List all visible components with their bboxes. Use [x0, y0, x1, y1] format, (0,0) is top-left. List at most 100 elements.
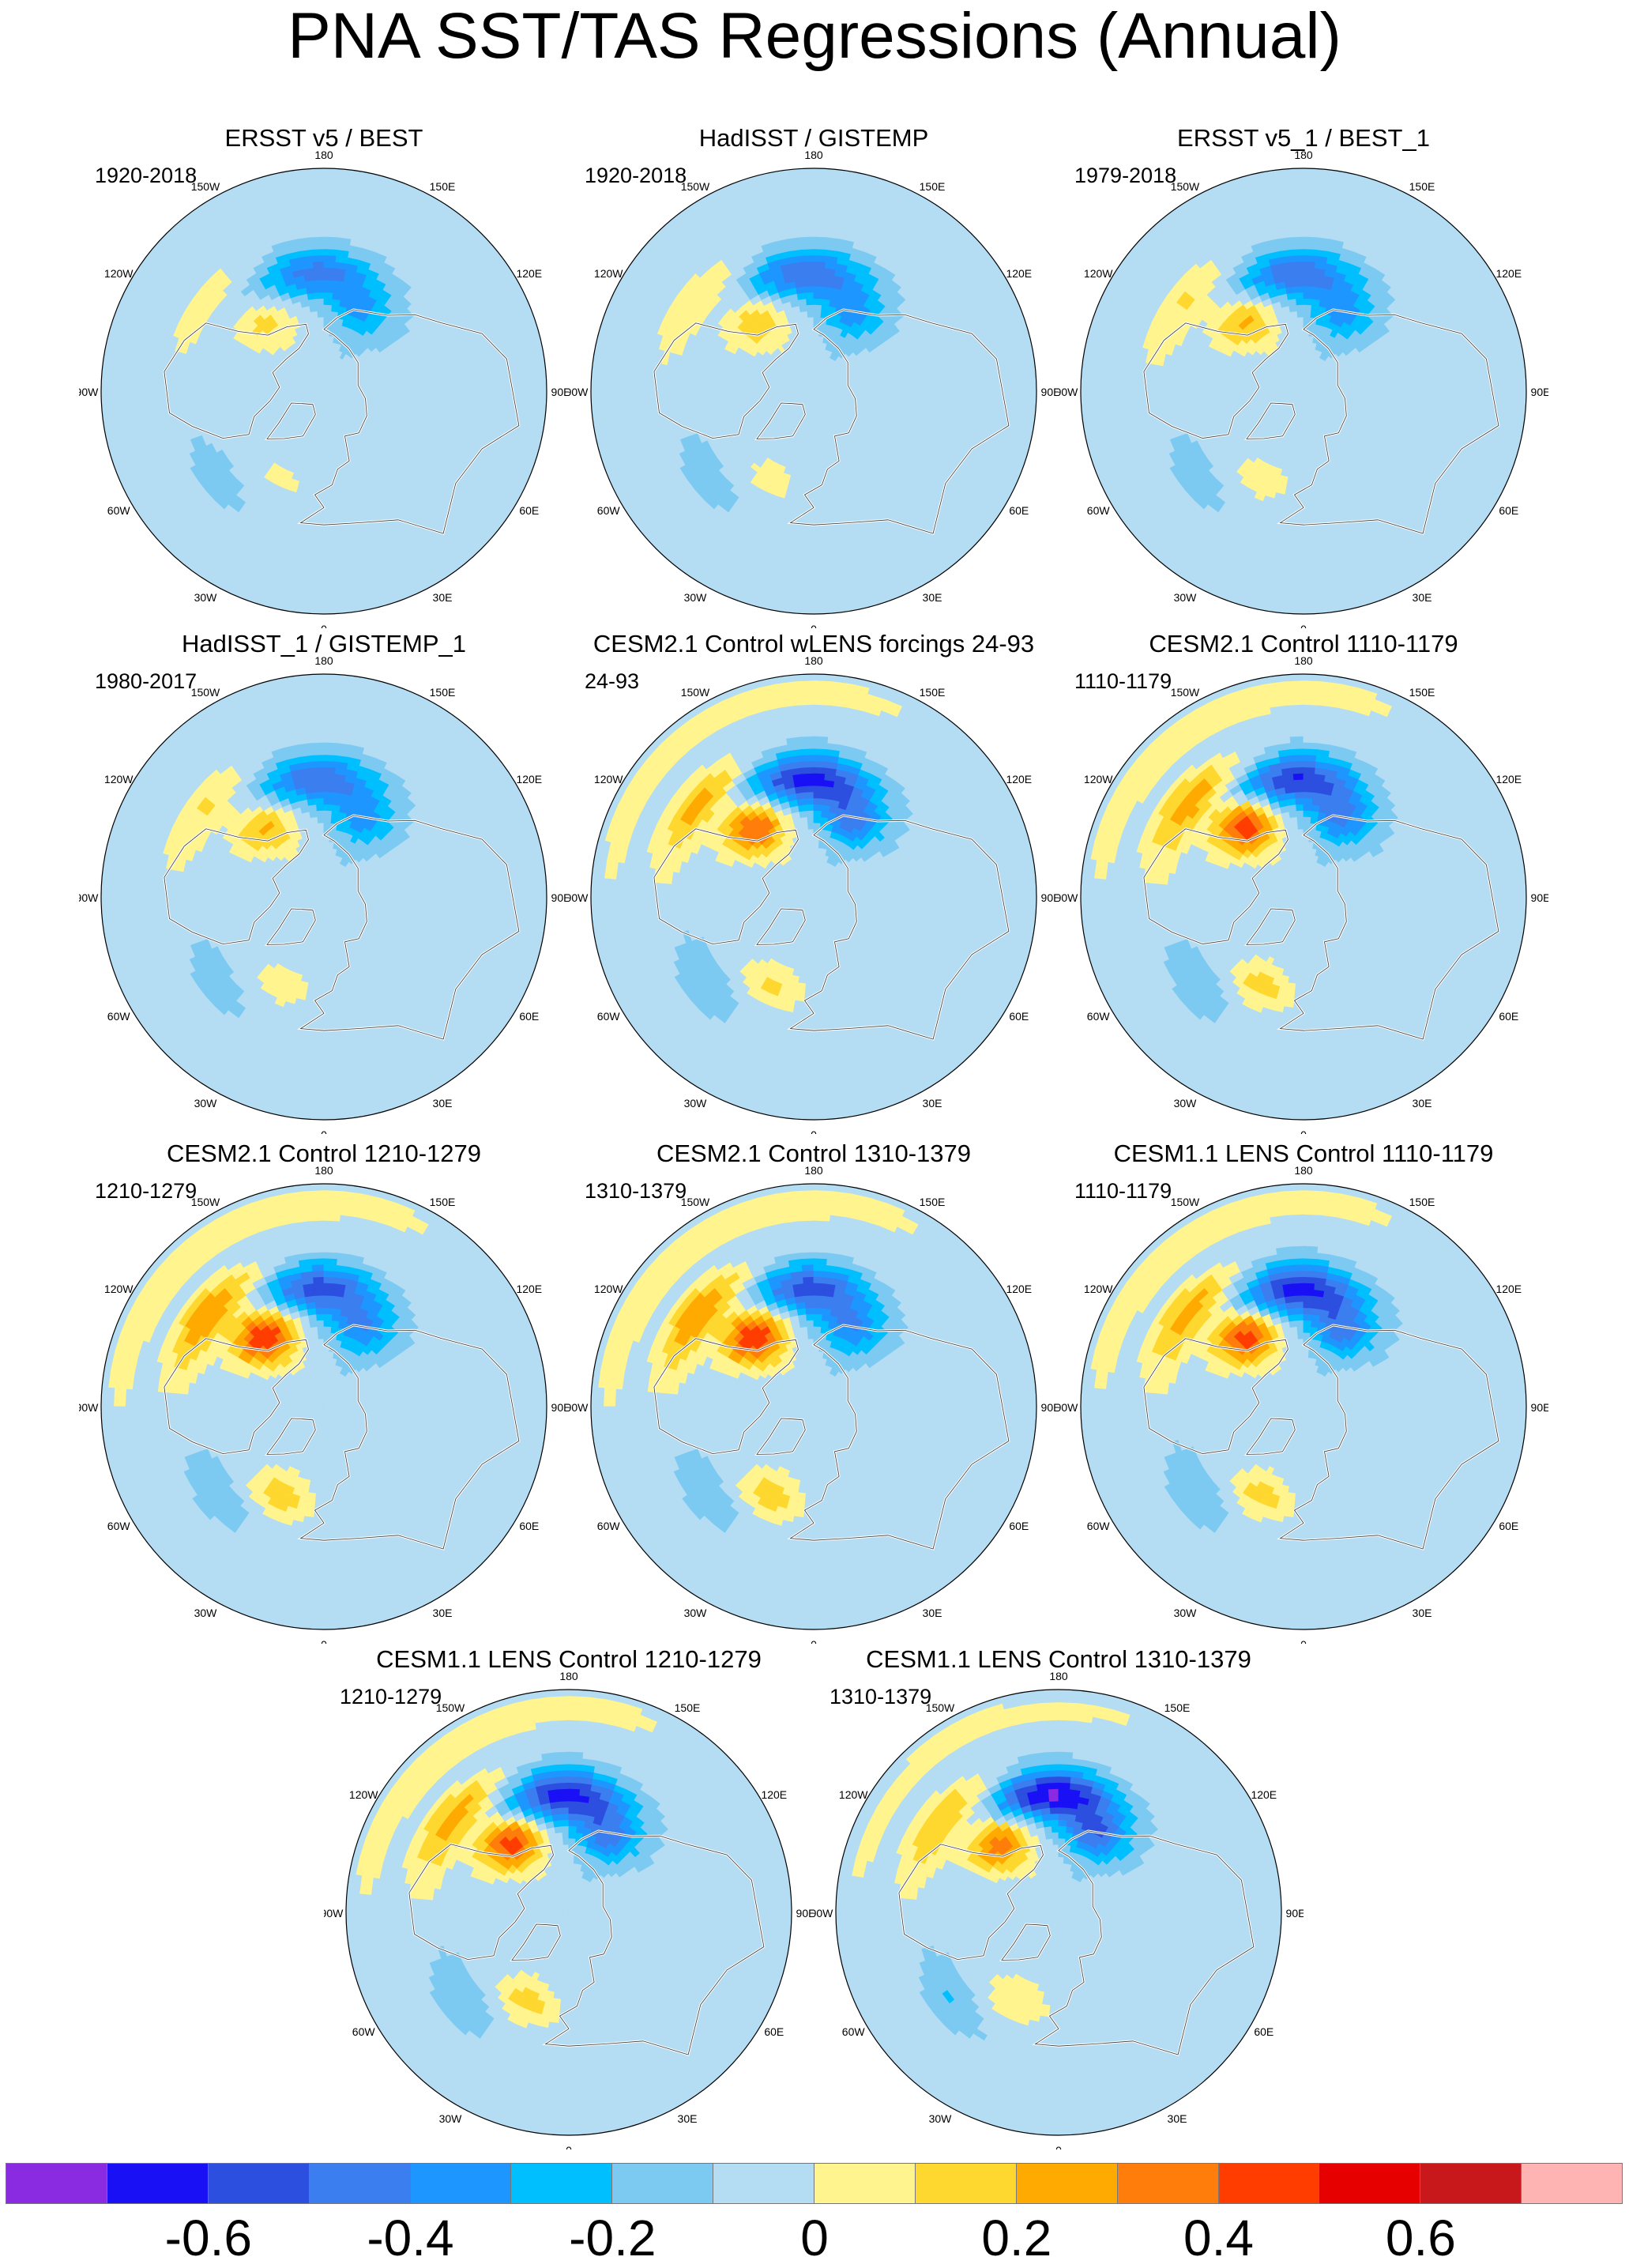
contour-cell	[308, 557, 325, 565]
contour-cell	[323, 378, 325, 386]
contour-cell	[961, 377, 969, 392]
contour-cell	[887, 383, 895, 392]
contour-cell	[187, 379, 195, 392]
contour-cell	[483, 390, 491, 406]
contour-cell	[205, 390, 213, 402]
contour-cell	[689, 379, 698, 392]
contour-cell	[905, 382, 913, 392]
contour-cell	[811, 409, 814, 416]
contour-cell	[813, 588, 832, 596]
lon-label: 180	[314, 149, 333, 161]
contour-cell	[249, 378, 258, 386]
contour-cell	[813, 360, 817, 367]
contour-cell	[319, 428, 325, 435]
contour-cell	[372, 386, 380, 392]
contour-cell	[477, 376, 486, 392]
contour-cell	[813, 477, 822, 484]
contour-cell	[131, 374, 140, 392]
contour-cell	[695, 380, 703, 392]
contour-cell	[409, 390, 417, 400]
contour-cell	[739, 384, 747, 392]
contour-cell	[261, 385, 269, 392]
contour-cell	[305, 180, 325, 188]
contour-cell	[949, 378, 957, 392]
contour-cell	[268, 381, 276, 387]
contour-cell	[323, 563, 340, 571]
contour-cell	[323, 310, 332, 318]
contour-cell	[323, 186, 342, 194]
contour-cell	[321, 415, 325, 423]
contour-cell	[212, 381, 220, 392]
contour-cell	[803, 279, 814, 287]
contour-cell	[514, 373, 523, 392]
contour-cell	[782, 388, 790, 392]
contour-cell	[316, 310, 325, 318]
contour-cell	[378, 385, 386, 392]
contour-cell	[323, 298, 333, 306]
contour-cell	[314, 292, 325, 300]
contour-cell	[323, 452, 330, 460]
contour-cell	[807, 446, 814, 454]
contour-cell	[813, 353, 818, 361]
contour-cell	[328, 335, 334, 343]
contour-cell	[802, 266, 814, 275]
contour-cell	[856, 390, 864, 396]
contour-cell	[813, 316, 821, 324]
contour-cell	[717, 286, 731, 300]
contour-cell	[309, 551, 325, 559]
contour-cell	[799, 544, 814, 553]
contour-cell	[702, 390, 709, 401]
contour-cell	[813, 298, 822, 306]
contour-cell	[286, 387, 294, 392]
coastline	[299, 309, 520, 534]
contour-cell	[868, 390, 876, 397]
contour-cell	[194, 379, 201, 392]
lon-label: 120E	[516, 267, 542, 280]
contour-cell	[813, 507, 826, 516]
contour-cell	[714, 382, 722, 392]
contour-cell	[796, 192, 814, 201]
contour-cell	[299, 388, 307, 392]
contour-cell	[813, 446, 820, 454]
contour-cell	[664, 378, 672, 392]
contour-cell	[813, 533, 827, 541]
contour-cell	[881, 390, 889, 398]
contour-cell	[459, 378, 467, 392]
contour-cell	[318, 439, 325, 447]
contour-cell	[918, 381, 926, 392]
contour-cell	[745, 385, 753, 392]
contour-cell	[471, 390, 480, 405]
contour-cell	[813, 224, 829, 232]
contour-cell	[758, 381, 766, 387]
contour-cell	[739, 390, 747, 398]
contour-cell	[156, 390, 164, 406]
contour-cell	[862, 386, 870, 392]
contour-cell	[310, 242, 325, 250]
contour-cell	[323, 353, 328, 361]
contour-cell	[1017, 372, 1025, 392]
contour-cell	[732, 383, 740, 392]
contour-cell	[323, 470, 333, 479]
contour-cell	[175, 390, 182, 405]
contour-cell	[893, 390, 901, 400]
contour-cell	[912, 381, 920, 392]
contour-cell	[354, 390, 362, 395]
contour-cell	[496, 390, 504, 408]
contour-cell	[802, 261, 814, 269]
contour-cell	[390, 397, 399, 405]
lon-label: 0	[321, 623, 327, 628]
contour-cell	[813, 495, 824, 503]
contour-cell	[321, 409, 325, 416]
contour-cell	[323, 557, 340, 565]
contour-cell	[372, 390, 380, 397]
contour-cell	[799, 551, 814, 559]
contour-cell	[813, 310, 822, 318]
contour-cell	[621, 374, 630, 392]
contour-cell	[813, 465, 822, 473]
contour-cell	[323, 538, 338, 547]
contour-cell	[807, 316, 814, 324]
contour-cell	[323, 285, 334, 293]
contour-cell	[809, 428, 814, 435]
contour-cell	[751, 379, 760, 387]
contour-cell	[323, 180, 343, 188]
